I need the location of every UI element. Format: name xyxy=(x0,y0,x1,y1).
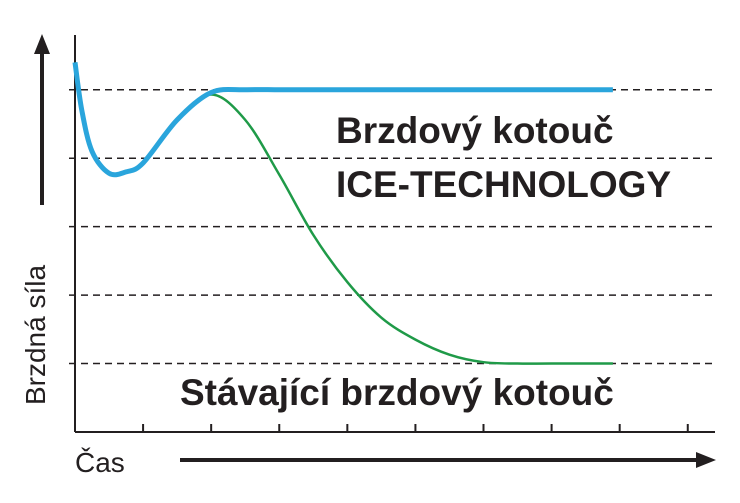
x-axis-label: Čas xyxy=(75,447,125,478)
series-line xyxy=(73,62,613,365)
x-arrow-head xyxy=(696,452,716,468)
y-arrow-head xyxy=(34,34,50,54)
annotation: Stávající brzdový kotouč xyxy=(180,372,614,413)
y-axis-label: Brzdná síla xyxy=(20,265,51,405)
annotation: ICE-TECHNOLOGY xyxy=(336,164,671,205)
series-line xyxy=(72,62,613,178)
annotation: Brzdový kotouč xyxy=(336,110,614,151)
